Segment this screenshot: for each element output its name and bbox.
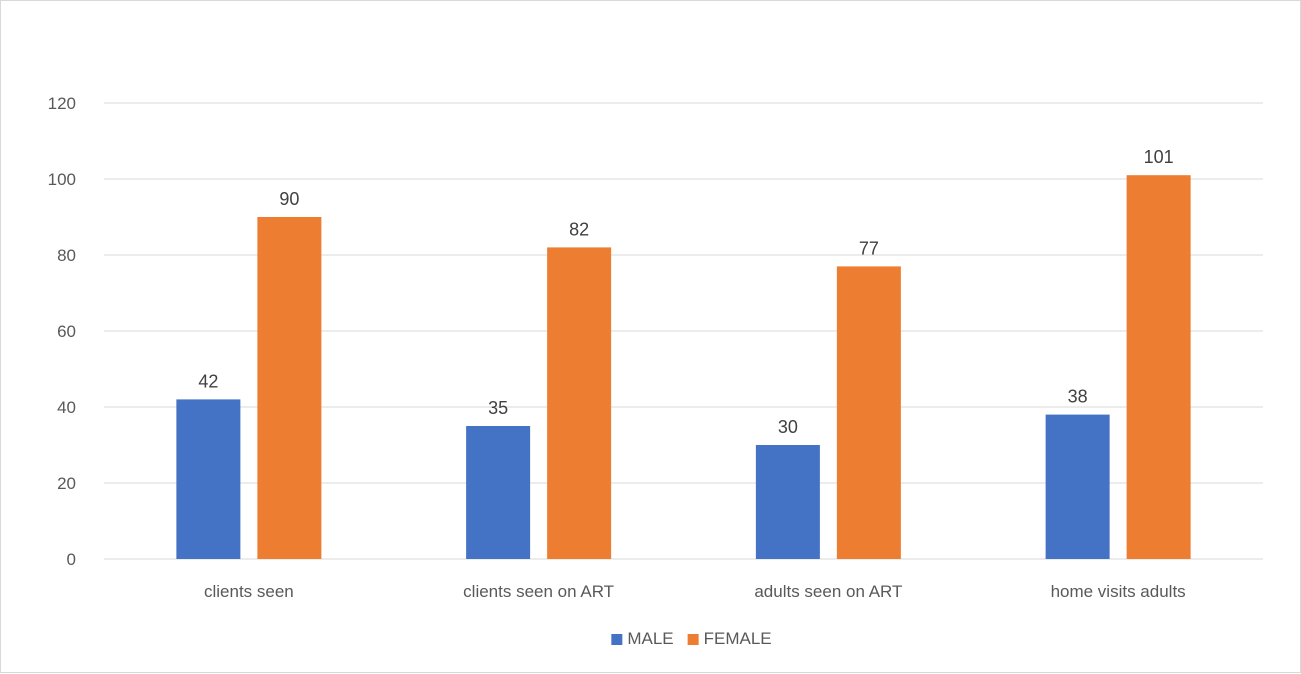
y-tick-label: 100 (48, 170, 76, 189)
y-tick-label: 80 (57, 246, 76, 265)
data-label-male-3: 38 (1068, 387, 1088, 407)
y-tick-label: 20 (57, 474, 76, 493)
data-label-female-2: 77 (859, 238, 879, 258)
legend-label-female: FEMALE (704, 629, 772, 648)
bar-male-3 (1045, 414, 1110, 559)
bar-female-3 (1126, 175, 1191, 559)
data-label-female-1: 82 (569, 219, 589, 239)
legend-swatch-female (687, 634, 699, 645)
y-tick-label: 40 (57, 398, 76, 417)
y-axis-ticks: 0 20 40 60 80 100 120 (48, 94, 76, 569)
legend-label-male: MALE (627, 629, 673, 648)
y-tick-label: 0 (67, 550, 76, 569)
bar-male-2 (755, 445, 820, 559)
x-category-label: adults seen on ART (754, 582, 902, 601)
bar-male-1 (466, 426, 531, 559)
data-label-male-1: 35 (488, 398, 508, 418)
data-labels: 42 90 35 82 30 77 38 101 (198, 147, 1173, 437)
x-category-label: clients seen (204, 582, 294, 601)
bars (176, 175, 1191, 559)
data-label-male-0: 42 (198, 371, 218, 391)
x-category-label: home visits adults (1051, 582, 1186, 601)
x-category-label: clients seen on ART (463, 582, 614, 601)
y-tick-label: 60 (57, 322, 76, 341)
x-axis-categories: clients seen clients seen on ART adults se… (204, 582, 1186, 601)
bar-female-1 (547, 247, 612, 559)
legend-swatch-male (611, 634, 623, 645)
bar-male-0 (176, 399, 241, 559)
bar-female-2 (836, 266, 901, 559)
data-label-female-3: 101 (1144, 147, 1174, 167)
legend-item-female: FEMALE (687, 629, 772, 648)
bar-female-0 (257, 217, 322, 559)
data-label-male-2: 30 (778, 417, 798, 437)
legend-item-male: MALE (611, 629, 674, 648)
data-label-female-0: 90 (279, 189, 299, 209)
y-tick-label: 120 (48, 94, 76, 113)
legend: MALE FEMALE (611, 629, 772, 648)
